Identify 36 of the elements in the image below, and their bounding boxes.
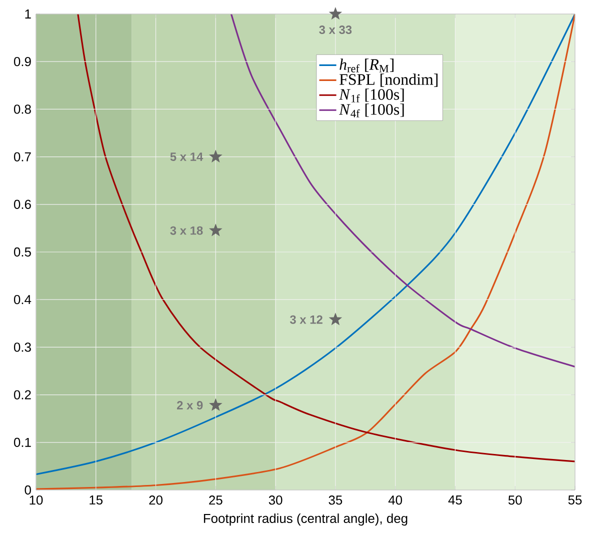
- y-tick-label: 0.5: [14, 247, 31, 257]
- y-tick-label: 0.8: [14, 104, 31, 114]
- x-tick-label: 30: [268, 496, 282, 505]
- y-tick-label: 0.6: [14, 200, 31, 209]
- x-axis-title: Footprint radius (central angle), deg: [204, 514, 408, 526]
- x-tick-label: 15: [90, 496, 103, 505]
- y-tick-label: 0.4: [14, 295, 32, 304]
- annotation: 3 x 33: [319, 26, 352, 34]
- legend-label: FSPL [nondim]: [340, 74, 438, 87]
- line-series: [230, 14, 575, 368]
- x-tick-label: 35: [328, 496, 342, 505]
- y-tick-label: 0.2: [14, 390, 31, 400]
- y-tick-label: 0.1: [14, 438, 31, 447]
- point: [209, 224, 222, 236]
- annotation: 3 x 12: [290, 315, 322, 324]
- point: [328, 6, 342, 20]
- y-tick-label: 0.7: [14, 152, 31, 162]
- point: [328, 312, 342, 326]
- y-tick-label: 0.9: [14, 57, 31, 66]
- legend-label: N$_{1f}$ [100s]: [338, 88, 404, 102]
- legend-label: N$_{4f}$ [100s]: [338, 104, 404, 118]
- point: [209, 398, 222, 411]
- y-tick-label: 0.3: [14, 342, 31, 352]
- x-tick-label: 25: [209, 496, 222, 505]
- x-tick-label: 20: [149, 496, 162, 505]
- annotation: 2 x 9: [176, 401, 203, 410]
- y-tick-label: 0: [24, 485, 31, 495]
- y-tick-label: 1: [25, 10, 31, 18]
- annotation: 3 x 18: [170, 226, 203, 235]
- legend-label: h$_{ref}$ [R$_{M}$]: [340, 58, 394, 72]
- x-tick-label: 55: [568, 496, 582, 505]
- x-tick-label: 10: [30, 496, 43, 505]
- x-tick-label: 50: [508, 496, 522, 505]
- point: [209, 150, 222, 162]
- x-tick-label: 45: [448, 496, 462, 505]
- x-tick-label: 40: [388, 496, 402, 505]
